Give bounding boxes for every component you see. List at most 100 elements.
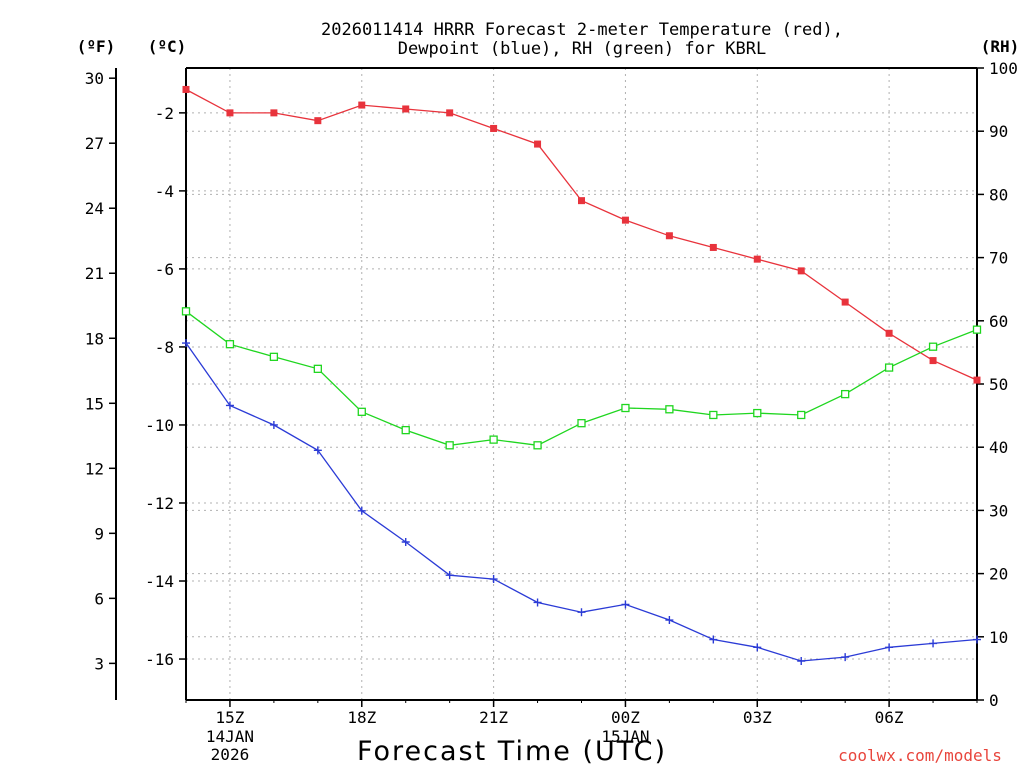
rh-tick-label: 80	[989, 185, 1008, 204]
series-layer	[181, 85, 982, 665]
chart-title-line1: 2026011414 HRRR Forecast 2-meter Tempera…	[321, 20, 843, 40]
dewpoint-point	[973, 635, 981, 644]
rh-point	[665, 405, 674, 414]
x-tick-label: 06Z	[875, 708, 904, 727]
temperature-point	[446, 109, 454, 117]
x-tick-label: 21Z	[479, 708, 508, 727]
dewpoint-point	[885, 643, 894, 652]
fahrenheit-tick-label: 15	[85, 394, 104, 413]
dewpoint-point	[797, 656, 806, 665]
temperature-point	[490, 124, 498, 132]
dewpoint-point	[841, 653, 850, 662]
dewpoint-point	[269, 420, 278, 429]
fahrenheit-tick-label: 9	[94, 524, 104, 543]
rh-point	[313, 364, 322, 373]
rh-point	[533, 441, 542, 450]
axes	[109, 67, 984, 707]
gridlines	[186, 68, 977, 700]
rh-point	[753, 408, 762, 418]
rh-point	[269, 352, 279, 361]
temperature-point	[753, 255, 761, 263]
temperature-point	[358, 101, 366, 109]
celsius-tick-label: -16	[145, 650, 174, 669]
rh-tick-label: 100	[989, 59, 1018, 78]
x-tick-date-label: 14JAN	[206, 727, 254, 746]
x-tick-year-label: 2026	[211, 745, 250, 764]
site-credit: coolwx.com/models	[838, 746, 1002, 765]
x-tick-label: 03Z	[743, 708, 772, 727]
dewpoint-point	[313, 446, 322, 455]
chart-title-line2: Dewpoint (blue), RH (green) for KBRL	[398, 39, 766, 59]
celsius-tick-label: -10	[145, 416, 174, 435]
celsius-tick-label: -2	[155, 104, 174, 123]
x-axis-label: Forecast Time (UTC)	[357, 736, 667, 767]
rh-point	[401, 425, 410, 435]
temperature-point	[885, 329, 893, 337]
temperature-point	[709, 243, 717, 251]
temperature-point	[578, 197, 585, 205]
temperature-point	[841, 298, 849, 306]
x-tick-label: 00Z	[611, 708, 640, 727]
temperature-point	[226, 109, 234, 117]
rh-point	[181, 307, 191, 316]
rh-point	[621, 403, 630, 413]
rh-tick-label: 30	[989, 501, 1008, 520]
rh-point	[489, 435, 498, 444]
celsius-tick-label: -12	[145, 494, 174, 513]
rh-tick-label: 60	[989, 312, 1008, 331]
dewpoint-point	[489, 575, 498, 584]
temperature-point	[621, 216, 629, 224]
celsius-tick-label: -4	[155, 182, 174, 201]
dewpoint-point	[577, 608, 586, 617]
rh-point	[357, 407, 366, 416]
temperature-point	[665, 232, 673, 240]
dewpoint-point	[445, 571, 454, 580]
fahrenheit-tick-label: 24	[85, 199, 104, 218]
temperature-point	[314, 117, 322, 125]
temperature-point	[182, 85, 190, 93]
unit-label-fahrenheit: (ºF)	[77, 37, 116, 56]
rh-point	[841, 389, 850, 399]
rh-tick-label: 50	[989, 375, 1008, 394]
temperature-point	[402, 105, 410, 113]
fahrenheit-tick-label: 21	[85, 264, 104, 283]
celsius-tick-label: -6	[155, 260, 174, 279]
unit-label-rh: (RH)	[981, 37, 1020, 56]
rh-point	[797, 410, 806, 420]
rh-point	[445, 441, 454, 450]
temperature-point	[929, 357, 937, 365]
celsius-tick-label: -14	[145, 572, 174, 591]
dewpoint-point	[665, 616, 674, 625]
dewpoint-point	[753, 643, 762, 652]
dewpoint-point	[401, 538, 410, 546]
fahrenheit-tick-label: 3	[94, 654, 104, 673]
celsius-tick-label: -8	[155, 338, 174, 357]
rh-tick-label: 90	[989, 122, 1008, 141]
dewpoint-point	[225, 401, 234, 410]
dewpoint-point	[533, 598, 542, 607]
rh-point	[577, 419, 586, 428]
rh-point	[928, 342, 938, 351]
rh-point	[972, 325, 982, 334]
temperature-point	[797, 267, 805, 275]
rh-tick-label: 10	[989, 628, 1008, 647]
x-tick-label: 15Z	[215, 708, 244, 727]
rh-point	[709, 410, 718, 420]
fahrenheit-tick-label: 30	[85, 69, 104, 88]
x-tick-label: 18Z	[347, 708, 376, 727]
rh-tick-label: 0	[989, 691, 999, 710]
dewpoint-point	[929, 639, 938, 648]
fahrenheit-tick-label: 27	[85, 134, 104, 153]
fahrenheit-tick-label: 12	[85, 459, 104, 478]
x-tick-date-label: 15JAN	[601, 727, 649, 746]
unit-label-celsius: (ºC)	[148, 37, 187, 56]
temperature-point	[270, 109, 278, 117]
rh-tick-label: 70	[989, 249, 1008, 268]
rh-point	[225, 340, 235, 349]
rh-tick-label: 20	[989, 565, 1008, 584]
dewpoint-point	[621, 600, 630, 609]
rh-tick-label: 40	[989, 438, 1008, 457]
dewpoint-point	[709, 635, 718, 644]
dewpoint-point	[357, 506, 366, 515]
